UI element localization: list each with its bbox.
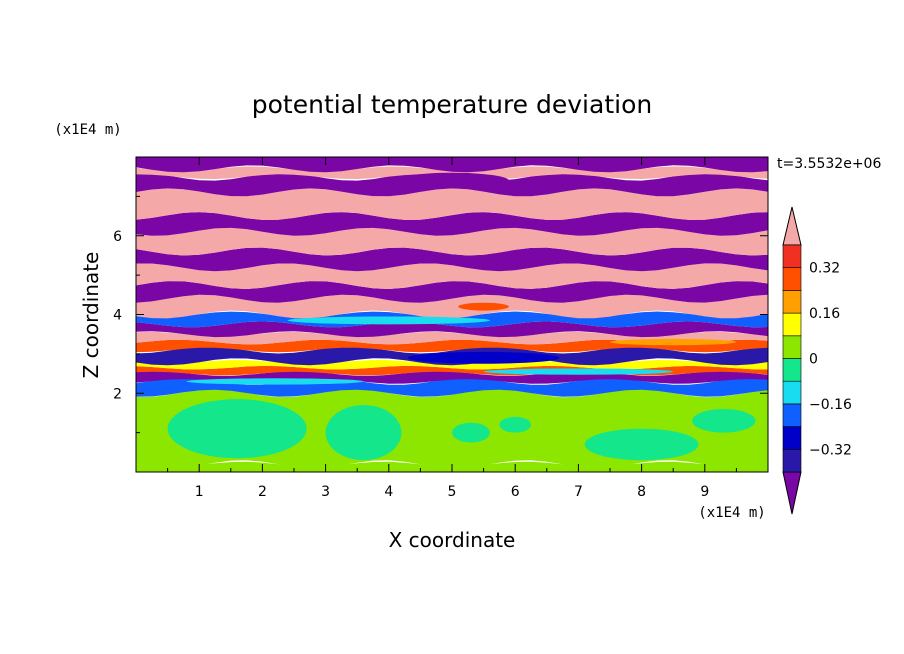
- colorbar-swatch: [783, 404, 801, 427]
- colorbar: 0.32 0.16 0 −0.16 −0.32: [783, 207, 852, 514]
- contour-blob: [326, 405, 402, 460]
- colorbar-swatch: [783, 359, 801, 382]
- colorbar-tick-label: 0: [809, 352, 818, 368]
- x-tick-label: 7: [574, 484, 583, 500]
- y-axis-label: Z coordinate: [79, 252, 103, 379]
- contour-blob: [585, 429, 699, 461]
- x-tick-label: 6: [511, 484, 520, 500]
- contour-blob: [395, 173, 509, 189]
- x-tick-label: 5: [448, 484, 457, 500]
- colorbar-swatch: [783, 245, 801, 268]
- contour-blob: [187, 378, 364, 384]
- y-tick-label: 6: [113, 229, 122, 245]
- y-tick-label: 4: [113, 308, 122, 324]
- colorbar-top-triangle: [783, 207, 801, 245]
- contour-blob: [408, 352, 560, 364]
- contour-blob: [458, 303, 509, 311]
- time-label: t=3.5532e+06: [777, 156, 881, 172]
- colorbar-swatch: [783, 427, 801, 450]
- contour-blob: [692, 409, 755, 433]
- colorbar-swatch: [783, 336, 801, 359]
- y-axis-unit: (x1E4 m): [54, 122, 121, 138]
- colorbar-swatch: [783, 381, 801, 404]
- colorbar-tick-label: 0.32: [809, 261, 840, 277]
- x-tick-label: 3: [321, 484, 330, 500]
- plot-area: [136, 155, 768, 474]
- x-axis-unit: (x1E4 m): [698, 505, 765, 521]
- colorbar-swatch: [783, 290, 801, 313]
- contour-blob: [288, 316, 490, 324]
- colorbar-swatch: [783, 449, 801, 472]
- x-tick-label: 8: [637, 484, 646, 500]
- colorbar-tick-label: −0.16: [809, 397, 852, 413]
- x-tick-label: 9: [700, 484, 709, 500]
- colorbar-bottom-triangle: [783, 472, 801, 514]
- colorbar-tick-label: 0.16: [809, 306, 840, 322]
- colorbar-swatch: [783, 268, 801, 291]
- x-tick-label: 1: [195, 484, 204, 500]
- contour-blob: [499, 417, 531, 433]
- y-tick-label: 2: [113, 386, 122, 402]
- contour-blob: [168, 399, 307, 458]
- x-axis-label: X coordinate: [389, 528, 516, 552]
- contour-blob: [452, 423, 490, 443]
- colorbar-swatch: [783, 313, 801, 336]
- colorbar-tick-label: −0.32: [809, 442, 852, 458]
- x-tick-label: 2: [258, 484, 267, 500]
- chart-title: potential temperature deviation: [252, 90, 652, 119]
- x-tick-label: 4: [384, 484, 393, 500]
- contour-blob: [484, 368, 674, 374]
- contour-blob: [610, 339, 736, 345]
